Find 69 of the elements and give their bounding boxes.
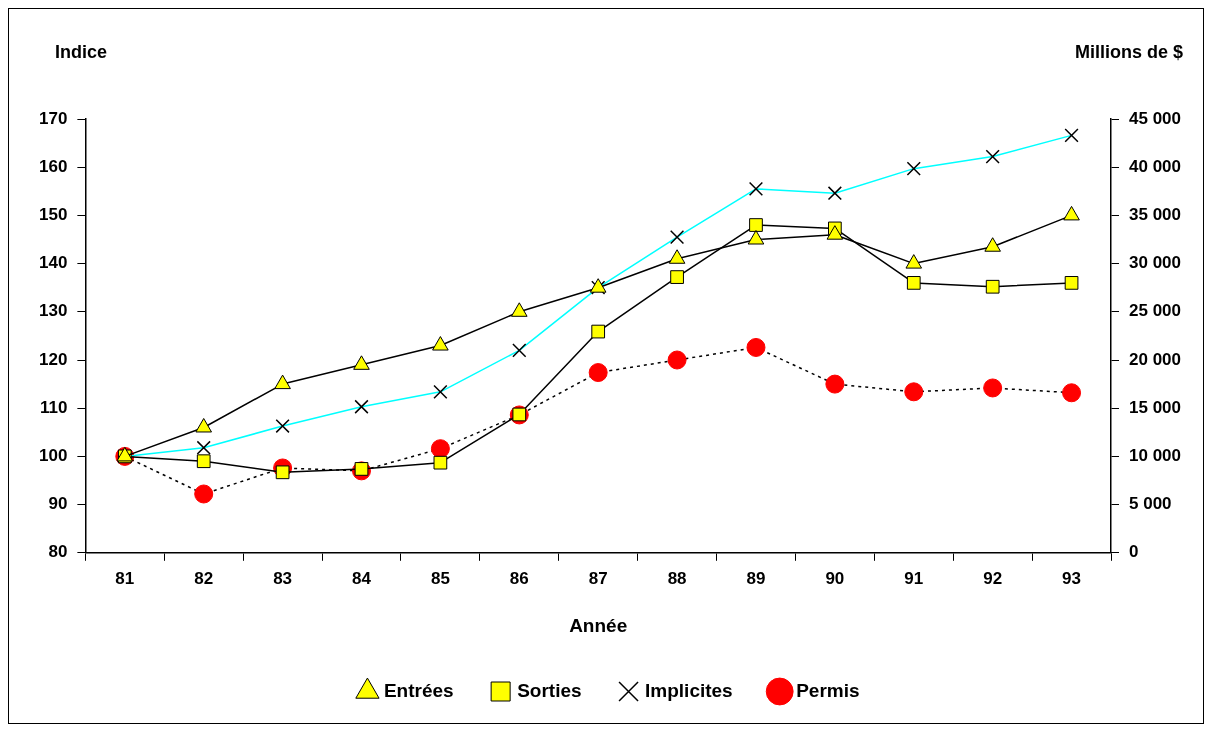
x-tick-label: 91 <box>904 568 924 588</box>
x-tick-label: 83 <box>273 568 293 588</box>
point <box>1063 205 1080 221</box>
point <box>667 350 687 370</box>
x-tick-label: 85 <box>430 568 450 588</box>
point <box>591 324 606 339</box>
point <box>353 355 370 370</box>
point <box>194 484 214 504</box>
point <box>670 270 684 284</box>
x-axis-title: Année <box>569 614 628 636</box>
y-tick-label: 120 <box>38 349 68 369</box>
point <box>195 417 212 433</box>
point <box>749 218 763 232</box>
y-tick-label: 150 <box>38 205 68 225</box>
x-tick-label: 84 <box>352 568 372 588</box>
point <box>825 374 845 394</box>
y-tick-label: 110 <box>39 397 68 417</box>
point <box>588 363 608 383</box>
x-tick-label: 86 <box>509 568 529 588</box>
point <box>1062 383 1082 403</box>
y2-tick-label: 35 000 <box>1129 205 1181 225</box>
point <box>275 465 290 480</box>
y2-tick-label: 0 <box>1129 542 1139 562</box>
y-tick-label: 140 <box>38 253 68 273</box>
y-tick-label: 130 <box>38 301 68 321</box>
y2-tick-label: 20 000 <box>1129 349 1181 369</box>
y-axis-title: Indice <box>55 41 108 62</box>
point <box>196 454 211 469</box>
y-tick-label: 90 <box>48 494 68 514</box>
y2-tick-label: 40 000 <box>1129 156 1181 176</box>
point <box>430 439 450 459</box>
y2-tick-label: 30 000 <box>1129 253 1181 273</box>
legend-label: Permis <box>796 679 860 701</box>
point <box>746 337 766 357</box>
x-tick-label: 88 <box>667 568 687 588</box>
x-tick-label: 93 <box>1062 568 1082 588</box>
y2-tick-label: 15 000 <box>1129 397 1181 417</box>
x-tick-label: 81 <box>115 568 135 588</box>
y2-tick-label: 10 000 <box>1129 446 1181 466</box>
point <box>668 249 686 264</box>
point <box>985 279 1000 294</box>
y-tick-label: 160 <box>38 156 68 176</box>
y2-tick-label: 5 000 <box>1129 494 1172 514</box>
point <box>432 336 449 351</box>
point <box>510 302 528 317</box>
y-tick-label: 80 <box>48 542 68 562</box>
x-tick-label: 92 <box>983 568 1003 588</box>
x-tick-label: 87 <box>588 568 608 588</box>
point <box>826 225 844 240</box>
x-tick-label: 90 <box>825 568 845 588</box>
y2-tick-label: 45 000 <box>1129 108 1181 128</box>
point <box>983 378 1003 398</box>
point <box>274 374 291 390</box>
y-tick-label: 100 <box>38 446 68 466</box>
y-tick-label: 170 <box>38 108 68 128</box>
legend-label: Sorties <box>517 679 582 701</box>
y2-axis-title: Millions de $ <box>1074 41 1183 62</box>
point <box>904 382 924 402</box>
x-tick-label: 89 <box>746 568 766 588</box>
legend-label: Entrées <box>383 679 454 701</box>
point <box>984 237 1001 252</box>
legend-label: Implicites <box>645 679 733 701</box>
x-tick-label: 82 <box>194 568 214 588</box>
point <box>905 254 923 269</box>
point <box>1064 276 1079 290</box>
y2-tick-label: 25 000 <box>1129 301 1181 321</box>
point <box>747 230 765 245</box>
point <box>906 276 921 290</box>
point <box>433 455 448 470</box>
